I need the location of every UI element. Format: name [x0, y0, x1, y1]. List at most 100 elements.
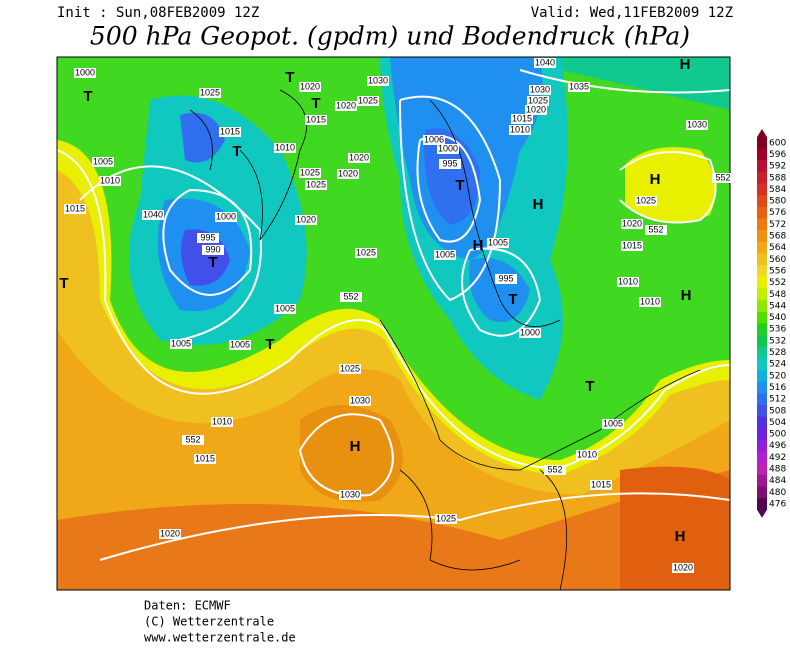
pressure-center: T: [232, 143, 241, 160]
isobar-label-bg: [349, 396, 371, 406]
isobar-label-bg: [621, 241, 643, 251]
colorbar-label: 544: [769, 301, 786, 311]
colorbar-cell: [757, 416, 767, 429]
colorbar-cell: [757, 311, 767, 324]
isobar-label-bg: [544, 465, 566, 475]
isobar-label-bg: [211, 417, 233, 427]
pressure-center: H: [675, 528, 686, 545]
colorbar-cell: [757, 171, 767, 184]
pressure-center: T: [59, 275, 68, 292]
colorbar-label: 580: [769, 197, 786, 207]
isobar-label-bg: [305, 115, 327, 125]
isobar-label-bg: [142, 210, 164, 220]
isobar-label: 1015: [306, 114, 326, 124]
isobar-label-bg: [170, 339, 192, 349]
isobar-label: 1030: [368, 75, 388, 85]
isobar-label-bg: [340, 292, 362, 302]
isobar-label-bg: [182, 435, 204, 445]
isobar-label-bg: [367, 76, 389, 86]
pressure-center: H: [680, 56, 691, 73]
isobar-label: 1015: [220, 126, 240, 136]
isobar-label-bg: [348, 153, 370, 163]
isobar-label-bg: [202, 245, 224, 255]
isobar-label: 1030: [350, 395, 370, 405]
colorbar-label: 532: [769, 336, 786, 346]
colorbar-cell: [757, 346, 767, 359]
valid-time: Valid: Wed,11FEB2009 12Z: [531, 5, 733, 21]
isobar-label-bg: [64, 204, 86, 214]
pressure-center: H: [350, 438, 361, 455]
isobar-label: 1015: [622, 240, 642, 250]
isobar-label: 995: [498, 273, 513, 283]
isobar-label: 1025: [356, 247, 376, 257]
pressure-center: H: [533, 196, 544, 213]
isobar-label-bg: [299, 168, 321, 178]
pressure-center: T: [455, 177, 464, 194]
isobar-label-bg: [590, 480, 612, 490]
isobar-label: 1025: [340, 363, 360, 373]
isobar-label-bg: [355, 248, 377, 258]
colorbar-cell: [757, 253, 767, 266]
pressure-center: H: [473, 237, 484, 254]
colorbar-cell: [757, 370, 767, 382]
isobar-label-bg: [434, 250, 456, 260]
pressure-center: T: [265, 336, 274, 353]
isobar-label-bg: [617, 277, 639, 287]
pressure-center: T: [285, 69, 294, 86]
isobar-label: 552: [185, 434, 200, 444]
pressure-center: T: [311, 95, 320, 112]
colorbar-cell: [757, 393, 767, 406]
isobar-label: 1005: [230, 339, 250, 349]
footer-url: www.wetterzentrale.de: [144, 631, 296, 645]
isobar-label: 1020: [300, 81, 320, 91]
pressure-center: H: [681, 287, 692, 304]
colorbar-label: 536: [769, 325, 786, 335]
isobar-label: 1000: [438, 143, 458, 153]
isobar-label-bg: [99, 176, 121, 186]
colorbar-cell: [757, 463, 767, 476]
colorbar-label: 560: [769, 255, 786, 265]
isobar-label-bg: [487, 238, 509, 248]
colorbar-label: 572: [769, 220, 786, 230]
isobar-label-bg: [519, 328, 541, 338]
colorbar-label: 504: [769, 418, 786, 428]
isobar-label-bg: [527, 96, 549, 106]
colorbar-cell: [757, 474, 767, 487]
isobar-label: 1030: [687, 119, 707, 129]
isobar-label-bg: [511, 114, 533, 124]
isobar-label-bg: [435, 514, 457, 524]
colorbar-label: 552: [769, 278, 786, 288]
isobar-label-bg: [357, 96, 379, 106]
isobar-label: 1030: [530, 84, 550, 94]
isobar-label-bg: [672, 563, 694, 573]
map-field: [57, 57, 730, 590]
colorbar-label: 508: [769, 406, 786, 416]
isobar-label: 1010: [618, 276, 638, 286]
init-time: Init : Sun,08FEB2009 12Z: [57, 5, 259, 21]
isobar-label: 1025: [436, 513, 456, 523]
pressure-center: H: [650, 171, 661, 188]
pressure-center: T: [508, 291, 517, 308]
isobar-label: 1006: [424, 134, 444, 144]
isobar-label-bg: [439, 159, 461, 169]
colorbar-label: 584: [769, 185, 786, 195]
isobar-label: 552: [715, 172, 730, 182]
colorbar-cell: [757, 137, 767, 149]
colorbar-label: 548: [769, 290, 786, 300]
colorbar-cell: [757, 428, 767, 441]
colorbar-cap: [757, 509, 767, 518]
isobar-label: 1020: [526, 104, 546, 114]
colorbar-label: 568: [769, 232, 786, 242]
isobar-label-bg: [534, 58, 556, 68]
isobar-label-bg: [199, 88, 221, 98]
colorbar-label: 540: [769, 313, 786, 323]
isobar-label: 1020: [622, 218, 642, 228]
isobar-label-bg: [621, 219, 643, 229]
isobar-label-bg: [639, 297, 661, 307]
colorbar-cell: [757, 183, 767, 196]
isobar-label: 1005: [171, 338, 191, 348]
colorbar-label: 556: [769, 266, 786, 276]
isobar-label: 995: [442, 158, 457, 168]
isobar-label-bg: [495, 274, 517, 284]
isobar-label: 1010: [510, 124, 530, 134]
